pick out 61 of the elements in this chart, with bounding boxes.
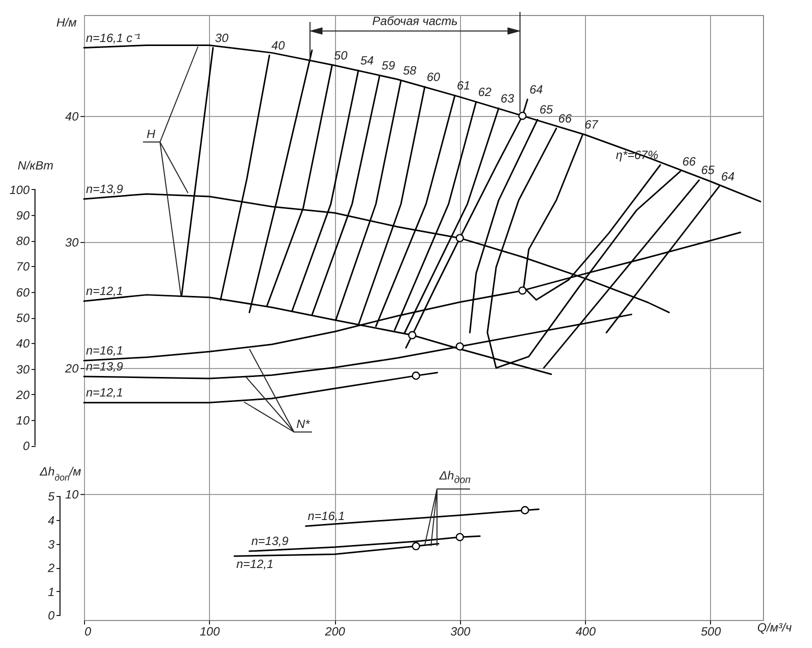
series-label: n=16,1	[308, 509, 345, 524]
series-label: 63	[500, 91, 514, 106]
x-tick-label: 200	[324, 624, 346, 638]
series-label: n=13,9	[86, 359, 124, 374]
annotation: N*	[296, 417, 310, 431]
series-label: 30	[215, 30, 229, 45]
y-tick-label: 30	[65, 235, 79, 250]
y3-tick-label: 1	[48, 584, 54, 599]
series-label: 65	[701, 163, 715, 178]
series-label: 50	[334, 48, 348, 62]
x-tick-label: 100	[200, 624, 220, 638]
y-axis-title: H/м	[56, 16, 77, 30]
y3-tick-label: 3	[48, 537, 55, 552]
series-label: 40	[271, 38, 286, 52]
y2-tick-label: 50	[16, 311, 30, 325]
y3-tick-label: 4	[48, 513, 55, 528]
y3-tick-label: 5	[48, 490, 55, 504]
series-label: 59	[382, 58, 396, 72]
x-tick-label: 500	[700, 624, 722, 638]
x-axis-title: Q/м³/ч	[757, 620, 792, 634]
y-tick-label: 10	[65, 487, 79, 502]
series-label: 64	[721, 169, 735, 184]
y3-tick-label: 2	[46, 561, 55, 576]
y2-tick-label: 10	[16, 414, 30, 428]
series-label: 66	[682, 154, 696, 168]
annotation: Δh$_{доп}$	[439, 468, 471, 488]
y2-tick-label: 70	[16, 260, 30, 274]
series-label: n=12,1	[86, 386, 124, 400]
annotation: Рабочая часть	[372, 14, 458, 28]
y2-tick-label: 20	[15, 388, 30, 402]
y2-tick-label: 30	[16, 362, 30, 376]
y2-tick-label: 40	[16, 336, 30, 351]
y2-tick-label: 90	[16, 208, 30, 222]
series-label: 67	[584, 118, 600, 132]
y-tick-label: 40	[65, 109, 79, 124]
x-tick-label: 400	[576, 624, 596, 638]
series-label: n=16,1 с⁻¹	[86, 30, 140, 45]
series-label: 54	[360, 53, 374, 68]
series-label: n=12,1	[236, 557, 274, 572]
y2-tick-label: 60	[16, 285, 30, 300]
series-label: n=13,9	[86, 182, 124, 196]
series-label: n=16,1	[86, 344, 124, 358]
x-tick-label: 300	[450, 624, 471, 638]
annotation: H	[146, 127, 156, 141]
y2-tick-label: 80	[16, 234, 30, 248]
y2-tick-label: 100	[9, 182, 30, 197]
series-label: n=12,1	[86, 284, 124, 298]
series-label: 66	[558, 111, 572, 126]
series-label: 58	[402, 64, 417, 78]
y2-tick-label: 0	[22, 439, 30, 454]
series-label: 60	[426, 70, 440, 84]
series-label: 62	[478, 84, 492, 99]
x-tick-label: 0	[84, 624, 92, 638]
series-label: 64	[529, 82, 544, 96]
series-label: 65	[540, 102, 554, 117]
y3-axis-title: Δh$_{доп}$/м	[38, 464, 82, 482]
series-label: n=13,9	[251, 534, 289, 548]
y-tick-label: 20	[64, 361, 79, 376]
series-label: 61	[456, 78, 470, 93]
y2-axis-title: N/кВт	[18, 158, 54, 172]
y3-tick-label: 0	[48, 608, 55, 623]
